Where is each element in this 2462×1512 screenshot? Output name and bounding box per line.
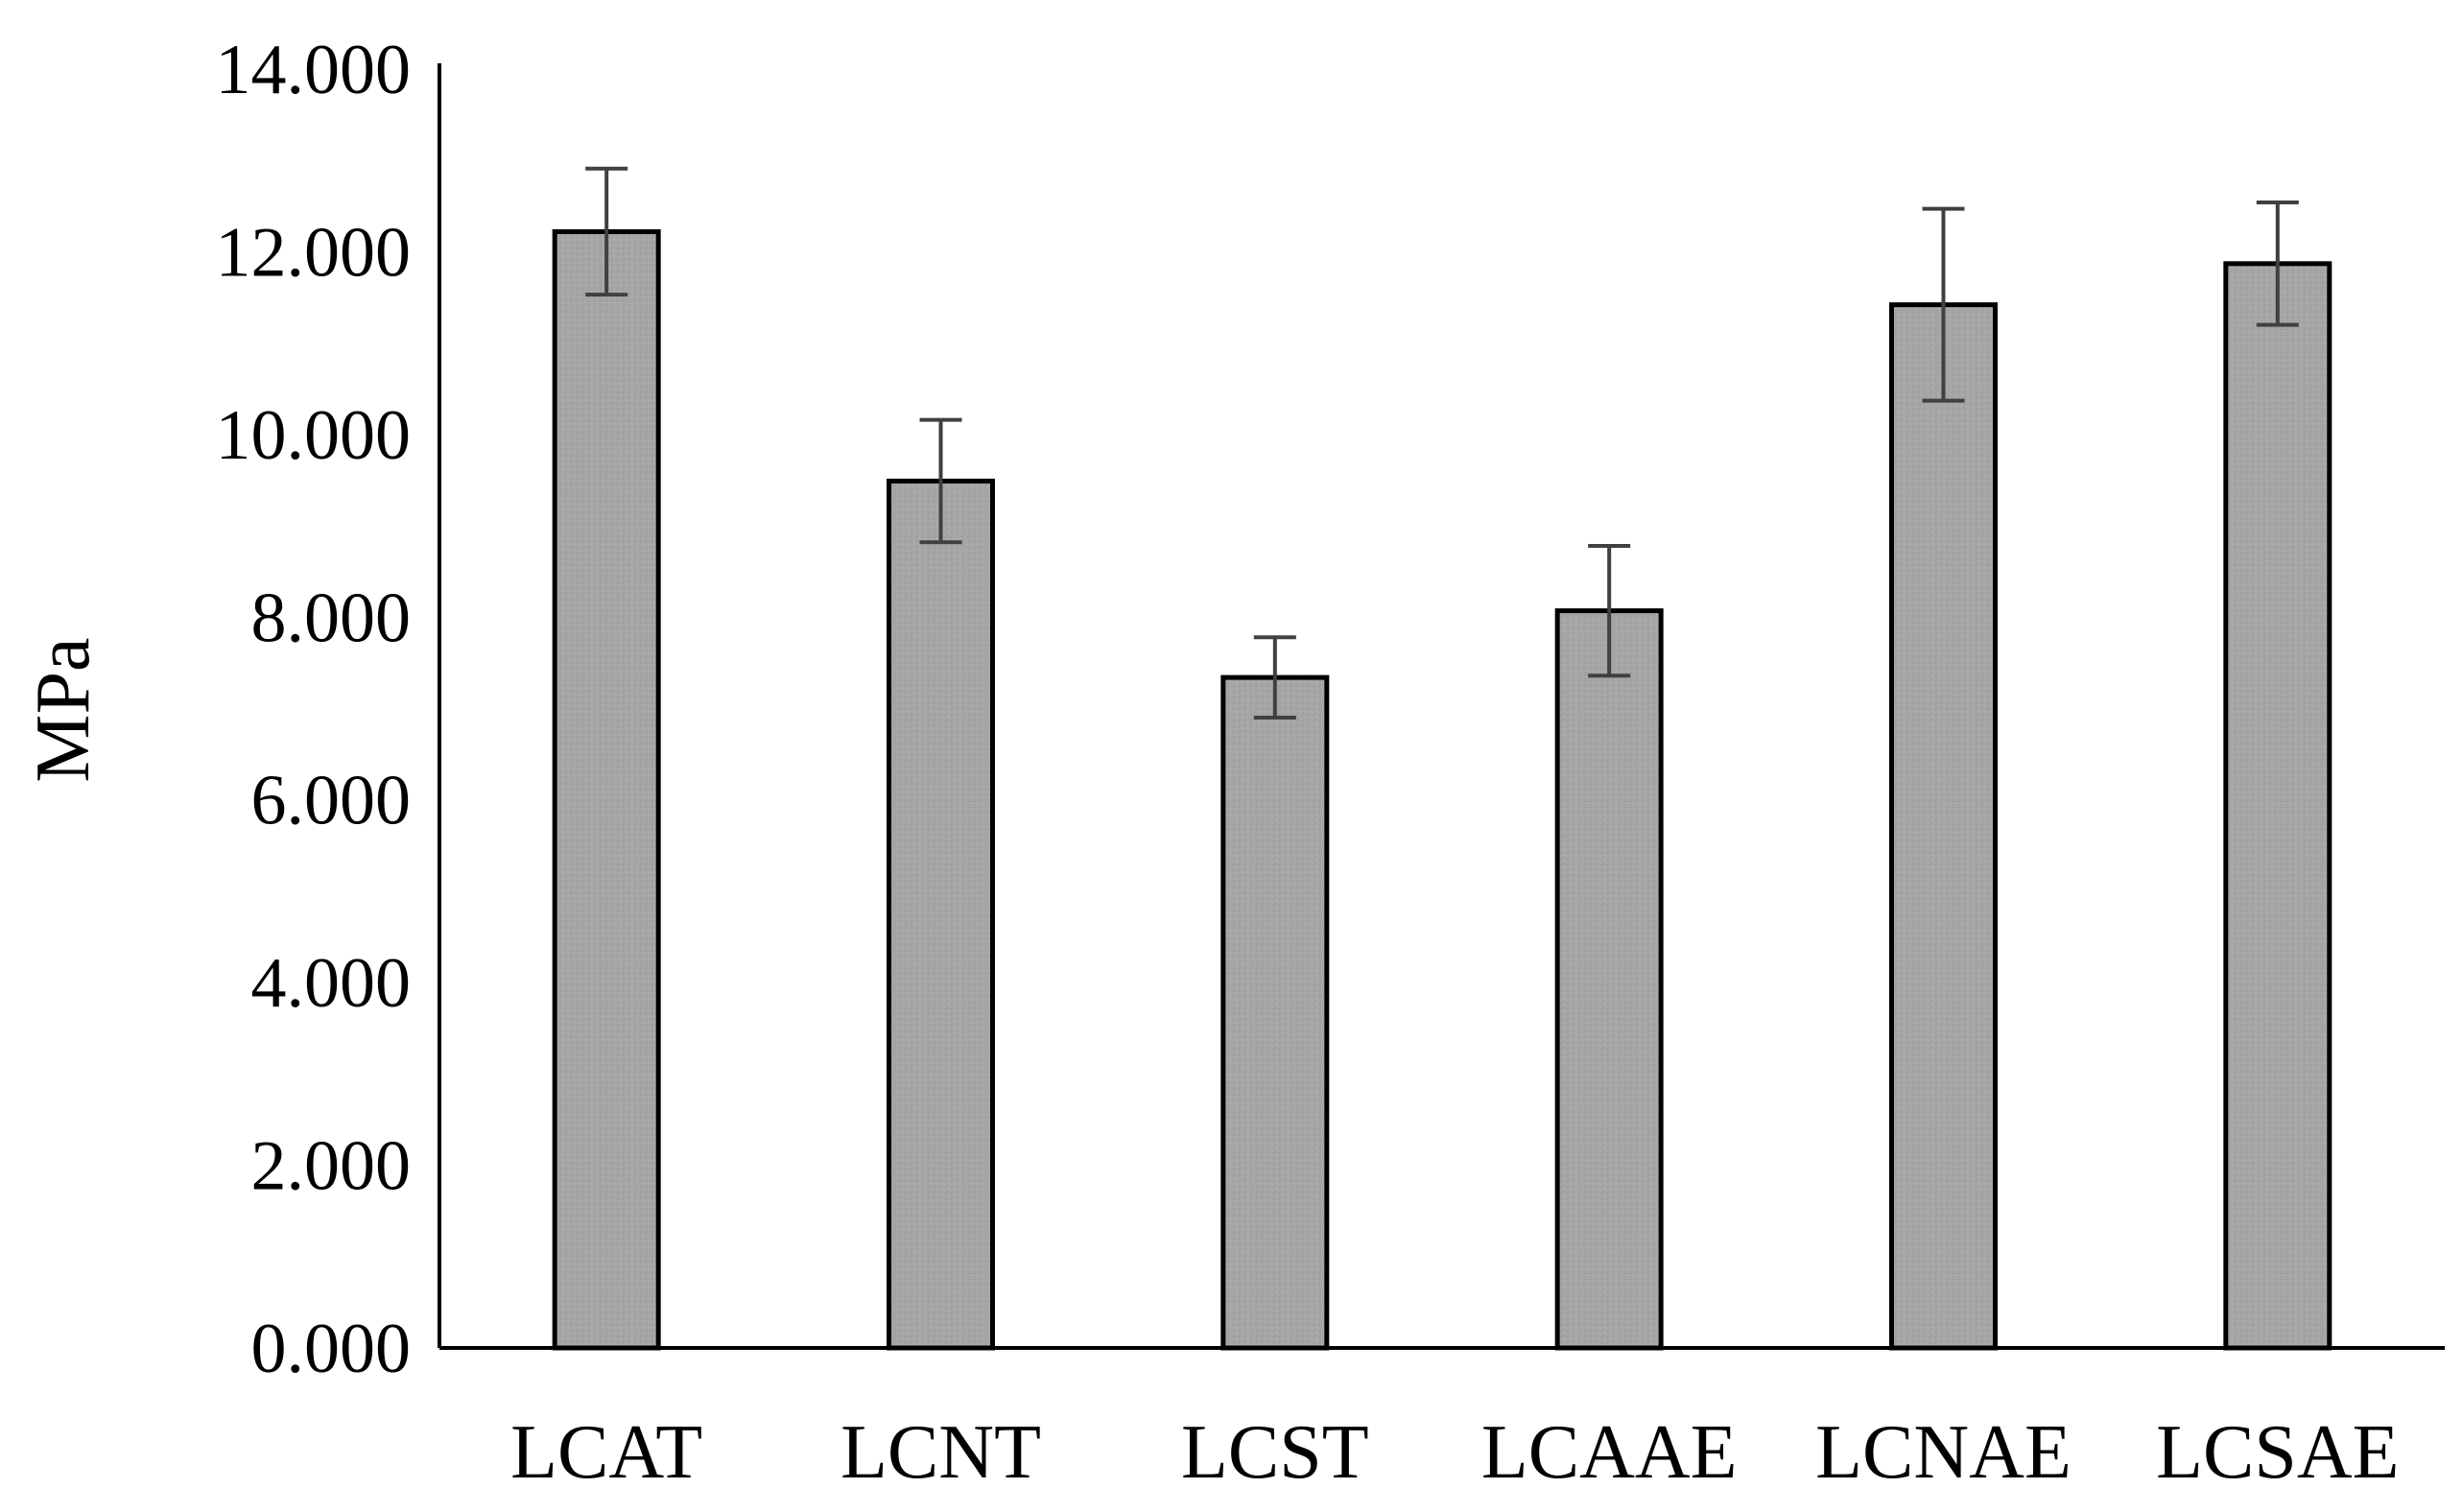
- error-bar-lcsae: [2256, 201, 2299, 327]
- y-tick-label: 14.000: [216, 31, 412, 109]
- bars: [552, 228, 2332, 1351]
- category-label-lcnae: LCNAE: [1815, 1410, 2071, 1495]
- y-tick-label: 2.000: [251, 1127, 412, 1206]
- category-label-lcsae: LCSAE: [2156, 1410, 2399, 1495]
- y-tick-label: 0.000: [251, 1310, 412, 1388]
- y-tick-label: 10.000: [216, 396, 412, 475]
- error-bar-lcnt: [919, 417, 962, 545]
- bar-lcaae: [1554, 608, 1664, 1351]
- y-tick-labels: 0.000 2.000 4.000 6.000 8.000 10.000 12.000 14.…: [216, 31, 412, 1388]
- category-label-lcat: LCAT: [510, 1410, 702, 1495]
- y-tick-label: 6.000: [251, 762, 412, 840]
- bar-lcnt: [887, 478, 995, 1351]
- y-tick-label: 4.000: [251, 944, 412, 1023]
- error-bar-lcat: [585, 166, 628, 297]
- y-tick-label: 8.000: [251, 579, 412, 657]
- error-bars: [585, 166, 2299, 721]
- category-label-lcaae: LCAAE: [1481, 1410, 1738, 1495]
- y-tick-label: 12.000: [216, 213, 412, 292]
- category-labels: LCAT LCNT LCST LCAAE LCNAE LCSAE: [510, 1410, 2399, 1495]
- category-label-lcst: LCST: [1181, 1410, 1369, 1495]
- y-axis-title: MPa: [21, 637, 106, 782]
- error-bar-lcaae: [1588, 544, 1631, 678]
- bar-lcat: [552, 228, 661, 1351]
- bar-lcnae: [1889, 302, 1998, 1351]
- error-bar-lcnae: [1922, 206, 1965, 403]
- category-label-lcnt: LCNT: [840, 1410, 1041, 1495]
- bar-lcsae: [2223, 261, 2332, 1351]
- error-bar-lcst: [1253, 635, 1296, 721]
- bar-lcst: [1220, 674, 1330, 1351]
